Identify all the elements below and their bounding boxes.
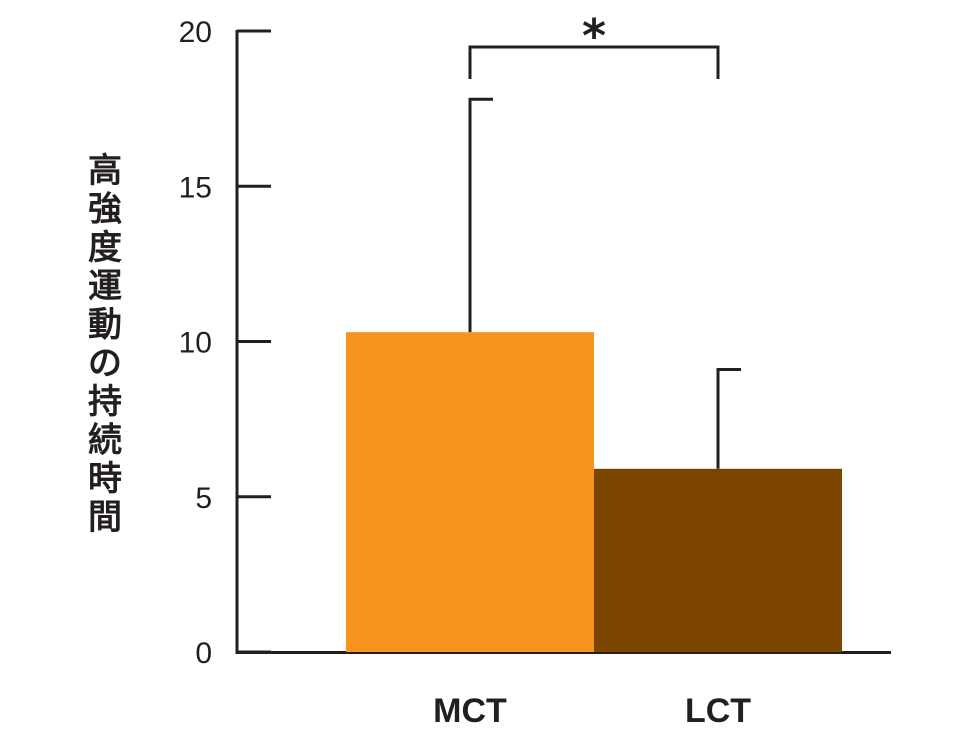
significance-bracket: * <box>468 9 720 79</box>
y-tick-label: 15 <box>179 171 212 204</box>
y-tick-label: 5 <box>195 482 212 515</box>
bar-lct <box>594 468 842 652</box>
error-bars <box>468 97 741 469</box>
y-tick-label: 20 <box>179 16 212 49</box>
x-tick-label-lct: LCT <box>685 692 751 730</box>
y-tick-label: 0 <box>195 637 212 670</box>
significance-bracket-line <box>468 45 720 79</box>
bar-mct <box>346 332 594 652</box>
y-ticks: 0 5 10 15 20 <box>179 16 271 670</box>
significance-marker: * <box>582 9 606 63</box>
y-tick-label: 10 <box>179 327 212 360</box>
error-bar-lct <box>716 367 741 469</box>
y-axis-label: 高強度運動の持続時間 <box>88 151 122 538</box>
x-tick-labels: MCT LCT <box>433 692 751 730</box>
error-bar-mct <box>468 97 493 333</box>
bars <box>346 332 842 652</box>
x-tick-label-mct: MCT <box>433 692 507 730</box>
